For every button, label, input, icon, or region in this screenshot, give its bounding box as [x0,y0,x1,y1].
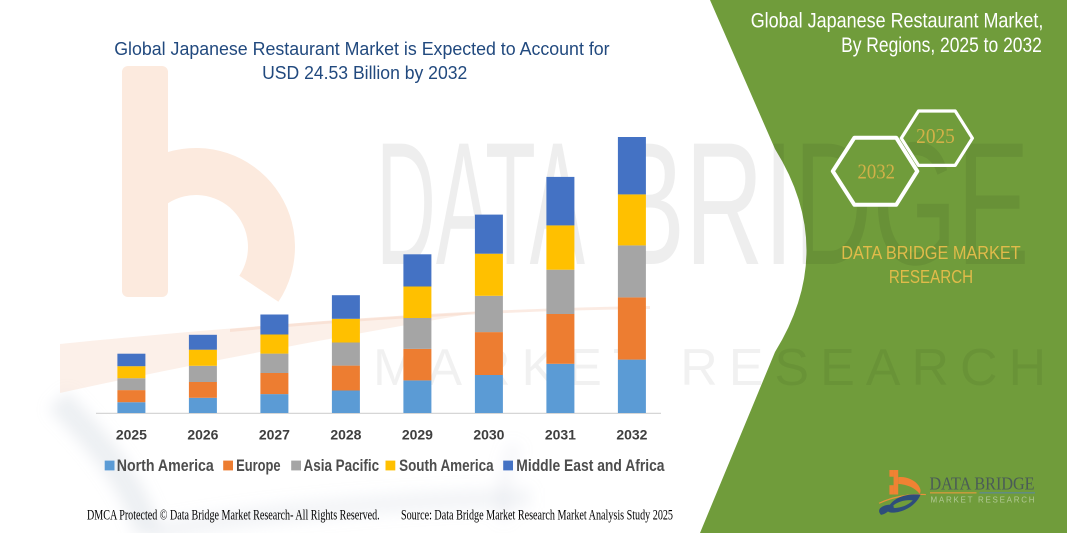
svg-text:Source: Data Bridge Market Res: Source: Data Bridge Market Research Mark… [401,507,673,523]
svg-text:Global Japanese Restaurant Mar: Global Japanese Restaurant Market, [751,10,1044,33]
svg-text:2025: 2025 [916,124,955,148]
svg-text:Global Japanese Restaurant Mar: Global Japanese Restaurant Market is Exp… [114,39,609,59]
svg-text:DATA BRIDGE: DATA BRIDGE [930,474,1035,494]
svg-text:2032: 2032 [858,159,896,183]
svg-text:By Regions, 2025 to 2032: By Regions, 2025 to 2032 [841,34,1042,57]
svg-text:Europe: Europe [236,456,281,475]
svg-text:2027: 2027 [259,427,290,443]
svg-text:Asia Pacific: Asia Pacific [304,456,380,475]
svg-text:DATA BRIDGE MARKET: DATA BRIDGE MARKET [841,243,1021,263]
svg-text:2030: 2030 [473,427,504,443]
svg-text:BRIDGE: BRIDGE [613,107,1030,302]
svg-text:2026: 2026 [187,427,218,443]
svg-text:2031: 2031 [545,427,576,443]
svg-text:RESEARCH: RESEARCH [889,267,973,287]
svg-text:2032: 2032 [616,427,647,443]
svg-text:MARKET RESEARCH: MARKET RESEARCH [931,495,1035,504]
svg-text:DMCA Protected © Data Bridge M: DMCA Protected © Data Bridge Market Rese… [87,507,380,523]
svg-text:USD 24.53 Billion by 2032: USD 24.53 Billion by 2032 [262,63,467,83]
svg-text:2025: 2025 [116,427,147,443]
svg-text:Middle East and Africa: Middle East and Africa [516,456,665,475]
svg-text:North America: North America [117,456,214,475]
svg-text:2029: 2029 [402,427,433,443]
svg-text:2028: 2028 [330,427,361,443]
svg-text:South America: South America [399,456,494,475]
